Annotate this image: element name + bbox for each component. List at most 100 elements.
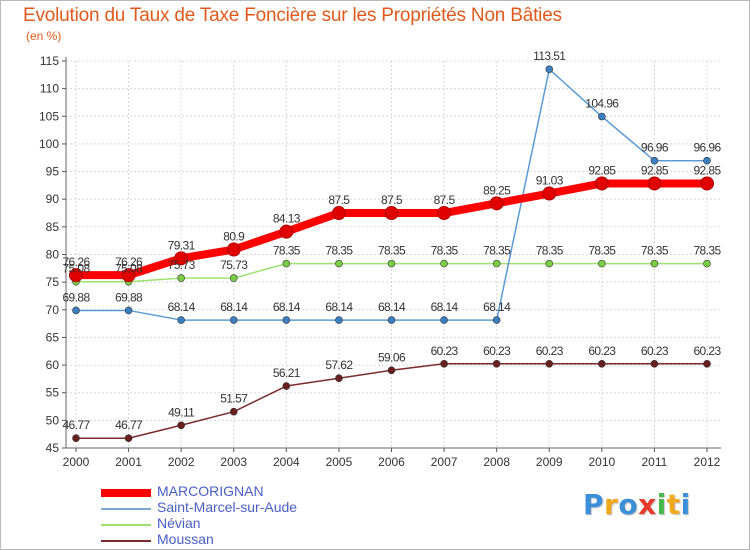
logo-letter: o (618, 488, 639, 521)
data-label: 80.9 (223, 230, 245, 244)
data-point (703, 359, 711, 368)
data-label: 49.11 (168, 405, 195, 419)
data-point (226, 242, 241, 257)
logo-letter: i (656, 488, 667, 521)
data-point (174, 251, 189, 266)
data-label: 84.13 (273, 212, 301, 226)
data-point (69, 268, 83, 283)
data-label: 68.14 (325, 300, 353, 314)
data-label: 78.35 (483, 244, 511, 258)
data-label: 56.21 (273, 366, 301, 380)
y-tick-label: 60 (46, 358, 60, 372)
data-point (331, 206, 346, 221)
data-label: 96.96 (693, 141, 721, 155)
y-tick-label: 65 (46, 330, 60, 344)
x-tick-label: 2004 (273, 455, 300, 469)
data-label: 79.31 (168, 238, 196, 252)
y-tick-label: 80 (46, 248, 60, 262)
data-label: 78.35 (325, 244, 353, 258)
data-label: 87.5 (434, 193, 456, 207)
x-tick-label: 2002 (168, 455, 195, 469)
data-point (177, 421, 185, 430)
legend-swatch (101, 524, 151, 526)
legend-label: Saint-Marcel-sur-Aude (157, 499, 298, 515)
data-label: 68.14 (273, 300, 301, 314)
x-tick-label: 2006 (378, 455, 405, 469)
data-label: 87.5 (381, 193, 403, 207)
data-label: 76.26 (115, 255, 143, 269)
data-point (647, 176, 662, 191)
x-tick-label: 2000 (63, 455, 90, 469)
data-label: 96.96 (641, 141, 669, 155)
data-label: 69.88 (115, 290, 143, 304)
y-tick-label: 85 (46, 220, 60, 234)
data-point (594, 176, 609, 191)
data-label: 78.35 (431, 244, 459, 258)
y-tick-label: 70 (46, 303, 60, 317)
y-tick-label: 100 (39, 137, 59, 151)
logo-letter: P (583, 488, 605, 521)
data-point (492, 316, 501, 324)
data-label: 69.88 (62, 290, 90, 304)
proxiti-logo: Proxiti (583, 488, 691, 521)
data-point (542, 186, 557, 201)
data-point (703, 156, 711, 165)
data-point (437, 206, 452, 221)
data-point (650, 156, 659, 165)
data-point (387, 316, 396, 324)
logo-letter: r (604, 488, 619, 521)
legend-swatch (101, 540, 151, 542)
x-tick-label: 2001 (115, 455, 142, 469)
data-label: 60.23 (536, 344, 564, 358)
data-label: 91.03 (536, 174, 564, 188)
data-point (440, 259, 448, 268)
data-label: 68.14 (220, 300, 248, 314)
data-point (545, 65, 554, 74)
y-tick-label: 110 (40, 82, 59, 96)
data-label: 78.35 (693, 244, 721, 258)
data-point (440, 359, 448, 368)
legend-swatch (101, 508, 151, 510)
data-label: 75.73 (168, 258, 196, 272)
x-tick-label: 2009 (536, 455, 563, 469)
data-point (72, 306, 80, 315)
data-point (650, 259, 659, 268)
y-tick-label: 90 (46, 192, 60, 206)
data-point (335, 374, 343, 383)
logo-letter: i (680, 488, 691, 521)
x-tick-label: 2008 (483, 455, 510, 469)
data-point (229, 407, 238, 416)
chart-title: Evolution du Taux de Taxe Foncière sur l… (23, 5, 562, 26)
y-tick-label: 45 (46, 441, 60, 455)
data-label: 75.08 (115, 262, 143, 276)
data-point (177, 316, 185, 324)
data-point (384, 206, 399, 221)
y-tick-label: 50 (46, 413, 60, 427)
y-tick-label: 75 (46, 275, 60, 289)
data-point (492, 359, 501, 368)
data-point (282, 259, 291, 268)
data-point (177, 274, 185, 282)
data-point (121, 268, 136, 283)
x-tick-label: 2005 (326, 455, 353, 469)
data-point (282, 382, 291, 390)
data-point (545, 359, 554, 368)
data-label: 75.73 (220, 258, 248, 272)
data-label: 68.14 (378, 300, 406, 314)
data-label: 57.62 (325, 358, 353, 372)
data-label: 78.35 (378, 244, 406, 258)
data-label: 76.26 (62, 255, 90, 269)
data-label: 78.35 (273, 244, 301, 258)
data-label: 59.06 (378, 350, 406, 364)
data-point (387, 366, 396, 375)
data-label: 51.57 (220, 392, 248, 406)
data-point (598, 259, 606, 268)
y-tick-label: 95 (46, 165, 60, 179)
x-tick-label: 2003 (220, 455, 247, 469)
data-point (279, 224, 294, 239)
logo-letter: x (638, 488, 657, 521)
data-point (282, 316, 291, 324)
x-tick-label: 2011 (642, 455, 668, 469)
data-point (650, 359, 659, 368)
